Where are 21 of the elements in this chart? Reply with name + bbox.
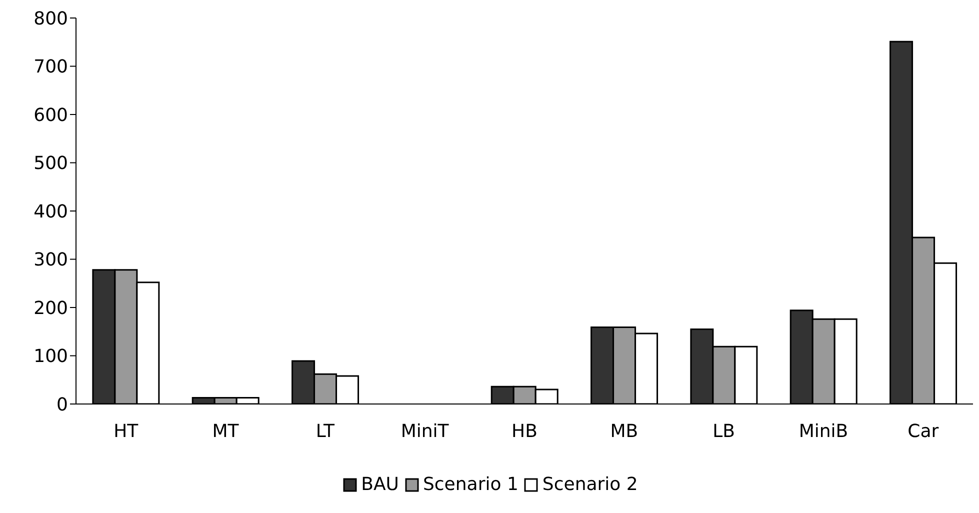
x-tick-label: HB xyxy=(512,420,538,442)
x-tick-label: MiniT xyxy=(400,420,450,442)
x-tick-label: HT xyxy=(114,420,140,442)
y-tick-label: 400 xyxy=(34,201,68,222)
x-tick-label: MiniB xyxy=(798,420,848,442)
y-tick-label: 600 xyxy=(34,104,68,126)
x-tick-label: LB xyxy=(712,420,736,442)
x-tick-label: MT xyxy=(212,420,240,442)
legend-label: Scenario 1 xyxy=(422,474,518,495)
legend-label: Scenario 2 xyxy=(542,474,638,495)
legend-label: BAU xyxy=(361,474,399,495)
x-tick-label: MB xyxy=(610,420,638,442)
y-tick-label: 200 xyxy=(34,298,68,319)
x-tick-label: LT xyxy=(316,420,336,442)
y-tick-label: 300 xyxy=(34,250,68,271)
y-tick-label: 0 xyxy=(56,394,68,416)
y-tick-label: 800 xyxy=(34,8,68,30)
y-tick-label: 500 xyxy=(34,153,68,174)
y-tick-label: 700 xyxy=(34,56,68,78)
x-tick-label: Car xyxy=(908,420,940,442)
y-tick-label: 100 xyxy=(34,346,68,368)
